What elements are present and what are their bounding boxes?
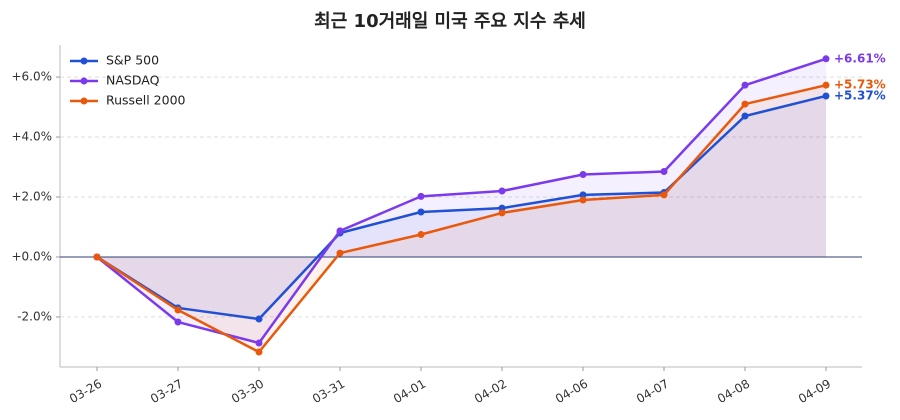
point (579, 196, 587, 204)
value-label: +5.73% (834, 78, 886, 92)
legend-text: NASDAQ (106, 73, 160, 88)
value-label: +5.37% (834, 88, 886, 102)
point (498, 187, 506, 195)
x-tick-label: 04-09 (796, 377, 833, 407)
point (660, 168, 668, 176)
series-line (96, 83, 827, 354)
y-tick-label: +0.0% (11, 249, 52, 263)
y-tick-label: +4.0% (11, 130, 52, 144)
point (174, 318, 182, 326)
point (336, 249, 344, 257)
series-line (96, 94, 827, 321)
x-tick-label: 04-06 (553, 377, 590, 407)
point (660, 191, 668, 199)
x-tick-label: 04-07 (634, 377, 671, 407)
series-line (96, 57, 827, 345)
x-tick-label: 03-26 (67, 377, 104, 407)
x-tick-label: 04-02 (472, 377, 509, 407)
legend-text: Russell 2000 (106, 93, 186, 108)
x-tick-label: 03-27 (148, 377, 185, 407)
point (498, 204, 506, 212)
point (498, 209, 506, 217)
point (741, 100, 749, 108)
chart-title: 최근 10거래일 미국 주요 지수 추세 (314, 11, 586, 32)
point (822, 55, 830, 63)
point (417, 208, 425, 216)
point (579, 191, 587, 199)
x-tick-label: 03-31 (310, 377, 347, 407)
legend-marker (80, 57, 88, 65)
legend-marker (80, 97, 88, 105)
point (336, 227, 344, 235)
y-tick-label: -2.0% (17, 309, 52, 323)
legend-marker (80, 77, 88, 85)
point (174, 306, 182, 314)
point (417, 230, 425, 238)
point (822, 81, 830, 89)
y-tick-label: +2.0% (11, 190, 52, 204)
area (97, 85, 826, 353)
value-label: +6.61% (834, 51, 886, 65)
x-tick-label: 04-08 (715, 377, 752, 407)
area (97, 95, 826, 320)
y-tick-label: +6.0% (11, 70, 52, 84)
point (822, 92, 830, 100)
x-tick-label: 04-01 (391, 377, 428, 407)
x-tick-label: 03-30 (229, 377, 266, 407)
point (741, 112, 749, 120)
point (417, 192, 425, 200)
point (741, 81, 749, 89)
point (255, 339, 263, 347)
point (255, 348, 263, 356)
point (255, 315, 263, 323)
area (97, 58, 826, 344)
point (579, 171, 587, 179)
legend-text: S&P 500 (106, 53, 159, 68)
point (93, 253, 101, 261)
